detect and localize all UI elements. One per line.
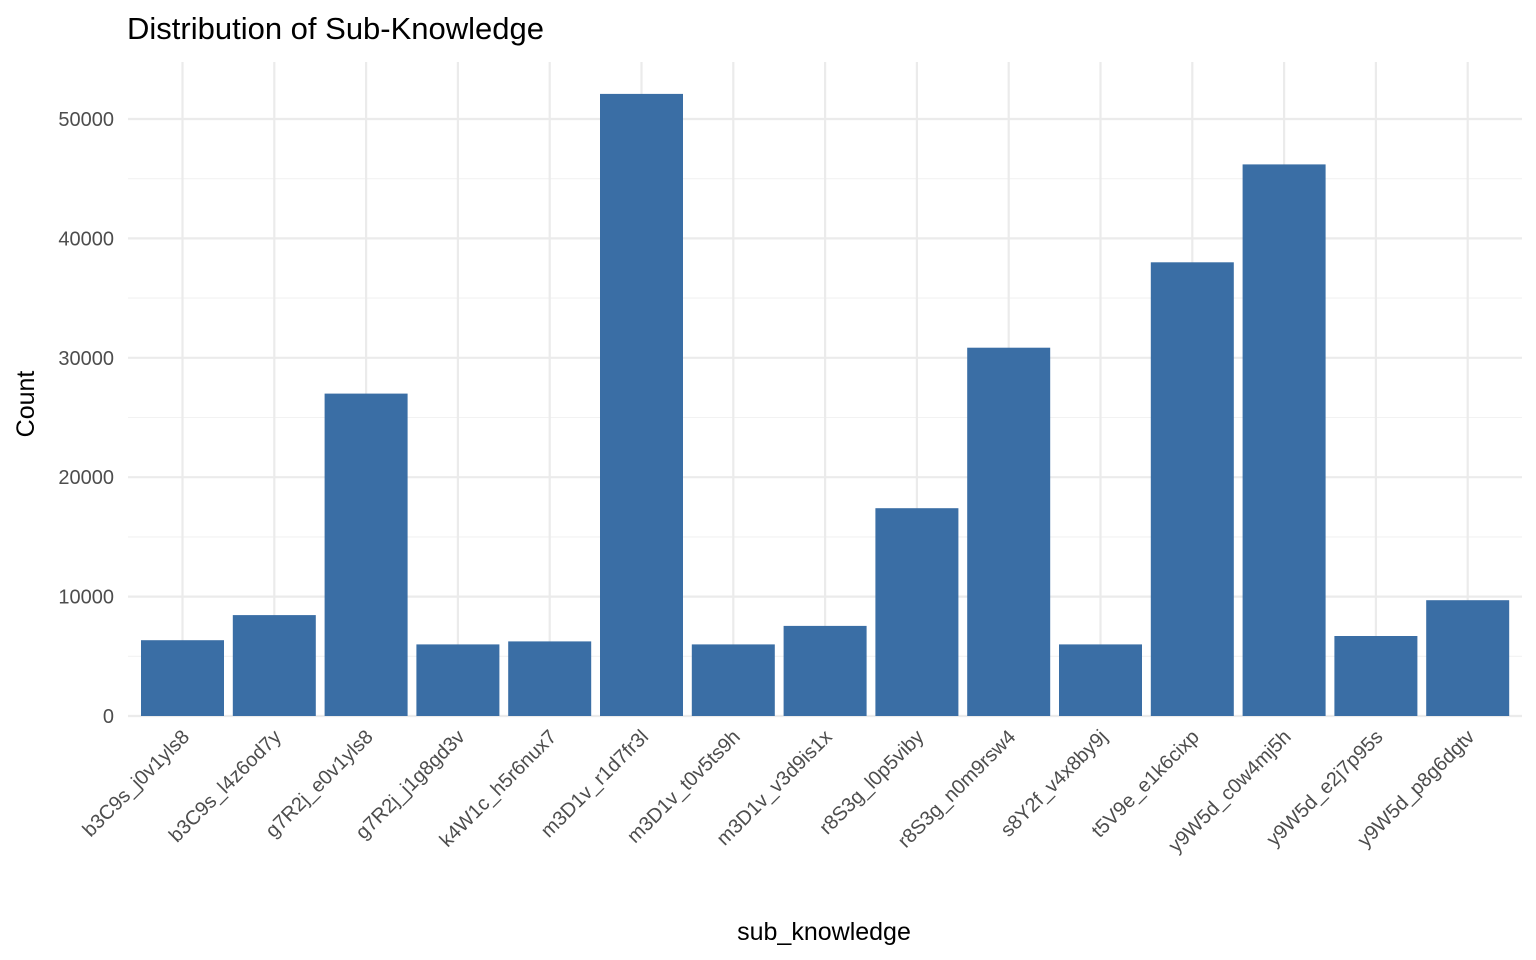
- y-tick-label: 30000: [58, 348, 114, 370]
- bar: [1242, 164, 1326, 716]
- y-tick-label: 10000: [58, 587, 114, 609]
- bar: [600, 93, 683, 716]
- y-tick-label: 0: [103, 706, 114, 728]
- bar: [1150, 262, 1234, 716]
- bar: [324, 393, 408, 716]
- bar: [508, 641, 592, 716]
- y-tick-label: 40000: [58, 228, 114, 250]
- bar: [691, 644, 775, 716]
- bar: [1334, 636, 1418, 716]
- y-tick-label: 20000: [58, 467, 114, 489]
- chart-title: Distribution of Sub-Knowledge: [127, 11, 544, 46]
- bar: [141, 640, 224, 716]
- bar: [875, 508, 959, 716]
- x-tick-labels: b3C9s_j0v1yls8b3C9s_l4z6od7yg7R2j_e0v1yl…: [79, 726, 1480, 857]
- bar: [1426, 600, 1510, 716]
- y-tick-labels: 0 10000 20000 30000 40000 50000: [58, 109, 114, 728]
- x-axis-title: sub_knowledge: [737, 918, 911, 946]
- bars: [141, 93, 1510, 716]
- bar: [1059, 644, 1142, 716]
- y-axis-title: Count: [12, 371, 40, 438]
- y-tick-label: 50000: [58, 109, 114, 131]
- bar: [967, 347, 1051, 716]
- bar: [783, 625, 867, 716]
- bar: [416, 644, 500, 716]
- bar: [232, 615, 316, 716]
